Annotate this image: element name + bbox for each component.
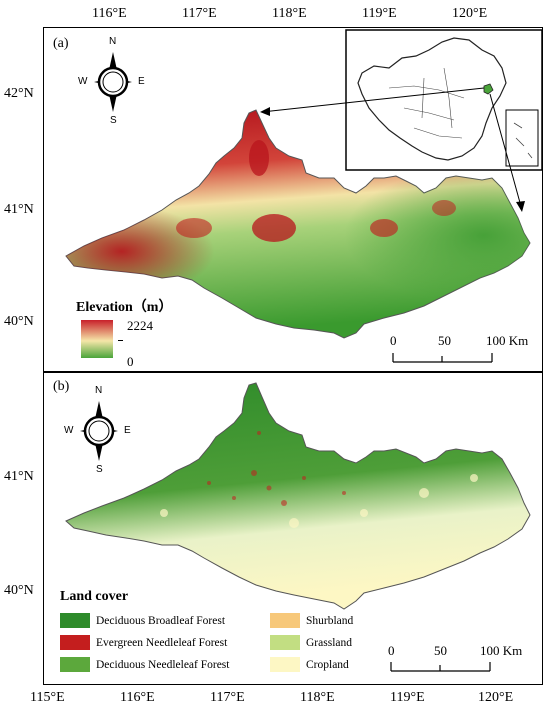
scale-label-50: 50: [438, 333, 451, 348]
scale-bar: [390, 662, 491, 672]
north-arrow-icon: N S W E: [64, 385, 134, 475]
elevation-legend-title: Elevation（m）: [76, 300, 173, 315]
legend-swatch: [270, 613, 300, 628]
bottom-lon-label: 115°E: [30, 690, 65, 705]
compass-e: E: [138, 76, 145, 87]
land-cover-map: [65, 382, 531, 610]
scale-label-100: 100 Km: [486, 333, 529, 348]
bottom-lon-label: 118°E: [300, 690, 335, 705]
top-lon-label: 119°E: [362, 6, 397, 21]
legend-swatch: [60, 657, 90, 672]
scale-label-100: 100 Km: [480, 643, 523, 658]
compass-w: W: [78, 76, 88, 87]
bottom-lon-label: 119°E: [390, 690, 425, 705]
legend-item: Deciduous Broadleaf Forest: [60, 613, 225, 628]
legend-label: Grassland: [306, 636, 352, 649]
panel-b-label: (b): [53, 379, 70, 394]
compass-s: S: [110, 115, 117, 126]
legend-swatch: [270, 657, 300, 672]
bottom-lon-label: 120°E: [478, 690, 514, 705]
top-lon-label: 120°E: [452, 6, 488, 21]
legend-label: Deciduous Needleleaf Forest: [96, 658, 230, 671]
compass-w: W: [64, 425, 74, 436]
bottom-lon-label: 117°E: [210, 690, 245, 705]
lat-label: 40°N: [4, 583, 34, 598]
legend-label: Deciduous Broadleaf Forest: [96, 614, 226, 627]
top-lon-label: 118°E: [272, 6, 307, 21]
top-lon-label: 117°E: [182, 6, 217, 21]
bottom-lon-label: 116°E: [120, 690, 155, 705]
scale-label-50: 50: [434, 643, 447, 658]
scale-bar: [392, 353, 493, 363]
elevation-colorbar: [81, 320, 113, 358]
legend-label: Cropland: [306, 658, 349, 671]
scale-label-0: 0: [388, 643, 395, 658]
legend-swatch: [60, 613, 90, 628]
top-lon-label: 116°E: [92, 6, 127, 21]
legend-item: Cropland: [270, 657, 349, 672]
legend-item: Evergreen Needleleaf Forest: [60, 635, 227, 650]
legend-label: Evergreen Needleleaf Forest: [96, 636, 228, 649]
panel-a-map: (a) N S W E: [4, 27, 543, 372]
compass-e: E: [124, 425, 131, 436]
legend-swatch: [60, 635, 90, 650]
panel-b-map: (b) N S W E: [4, 372, 543, 685]
elevation-max-value: 2224: [127, 318, 153, 333]
elevation-map: [65, 29, 543, 339]
elevation-min-value: 0: [127, 354, 134, 369]
lat-label: 40°N: [4, 314, 34, 329]
lat-label: 41°N: [4, 202, 34, 217]
compass-n: N: [95, 385, 103, 396]
lat-label: 42°N: [4, 86, 34, 101]
lat-label: 41°N: [4, 469, 34, 484]
legend-swatch: [270, 635, 300, 650]
panel-a-label: (a): [53, 36, 69, 51]
compass-n: N: [109, 36, 117, 47]
legend-item: Grassland: [270, 635, 352, 650]
scale-label-0: 0: [390, 333, 397, 348]
legend-item: Shurbland: [270, 613, 353, 628]
legend-item: Deciduous Needleleaf Forest: [60, 657, 229, 672]
land-cover-legend-title: Land cover: [60, 589, 129, 604]
north-arrow-icon: N S W E: [78, 36, 148, 126]
legend-label: Shurbland: [306, 614, 354, 627]
compass-s: S: [96, 464, 103, 475]
